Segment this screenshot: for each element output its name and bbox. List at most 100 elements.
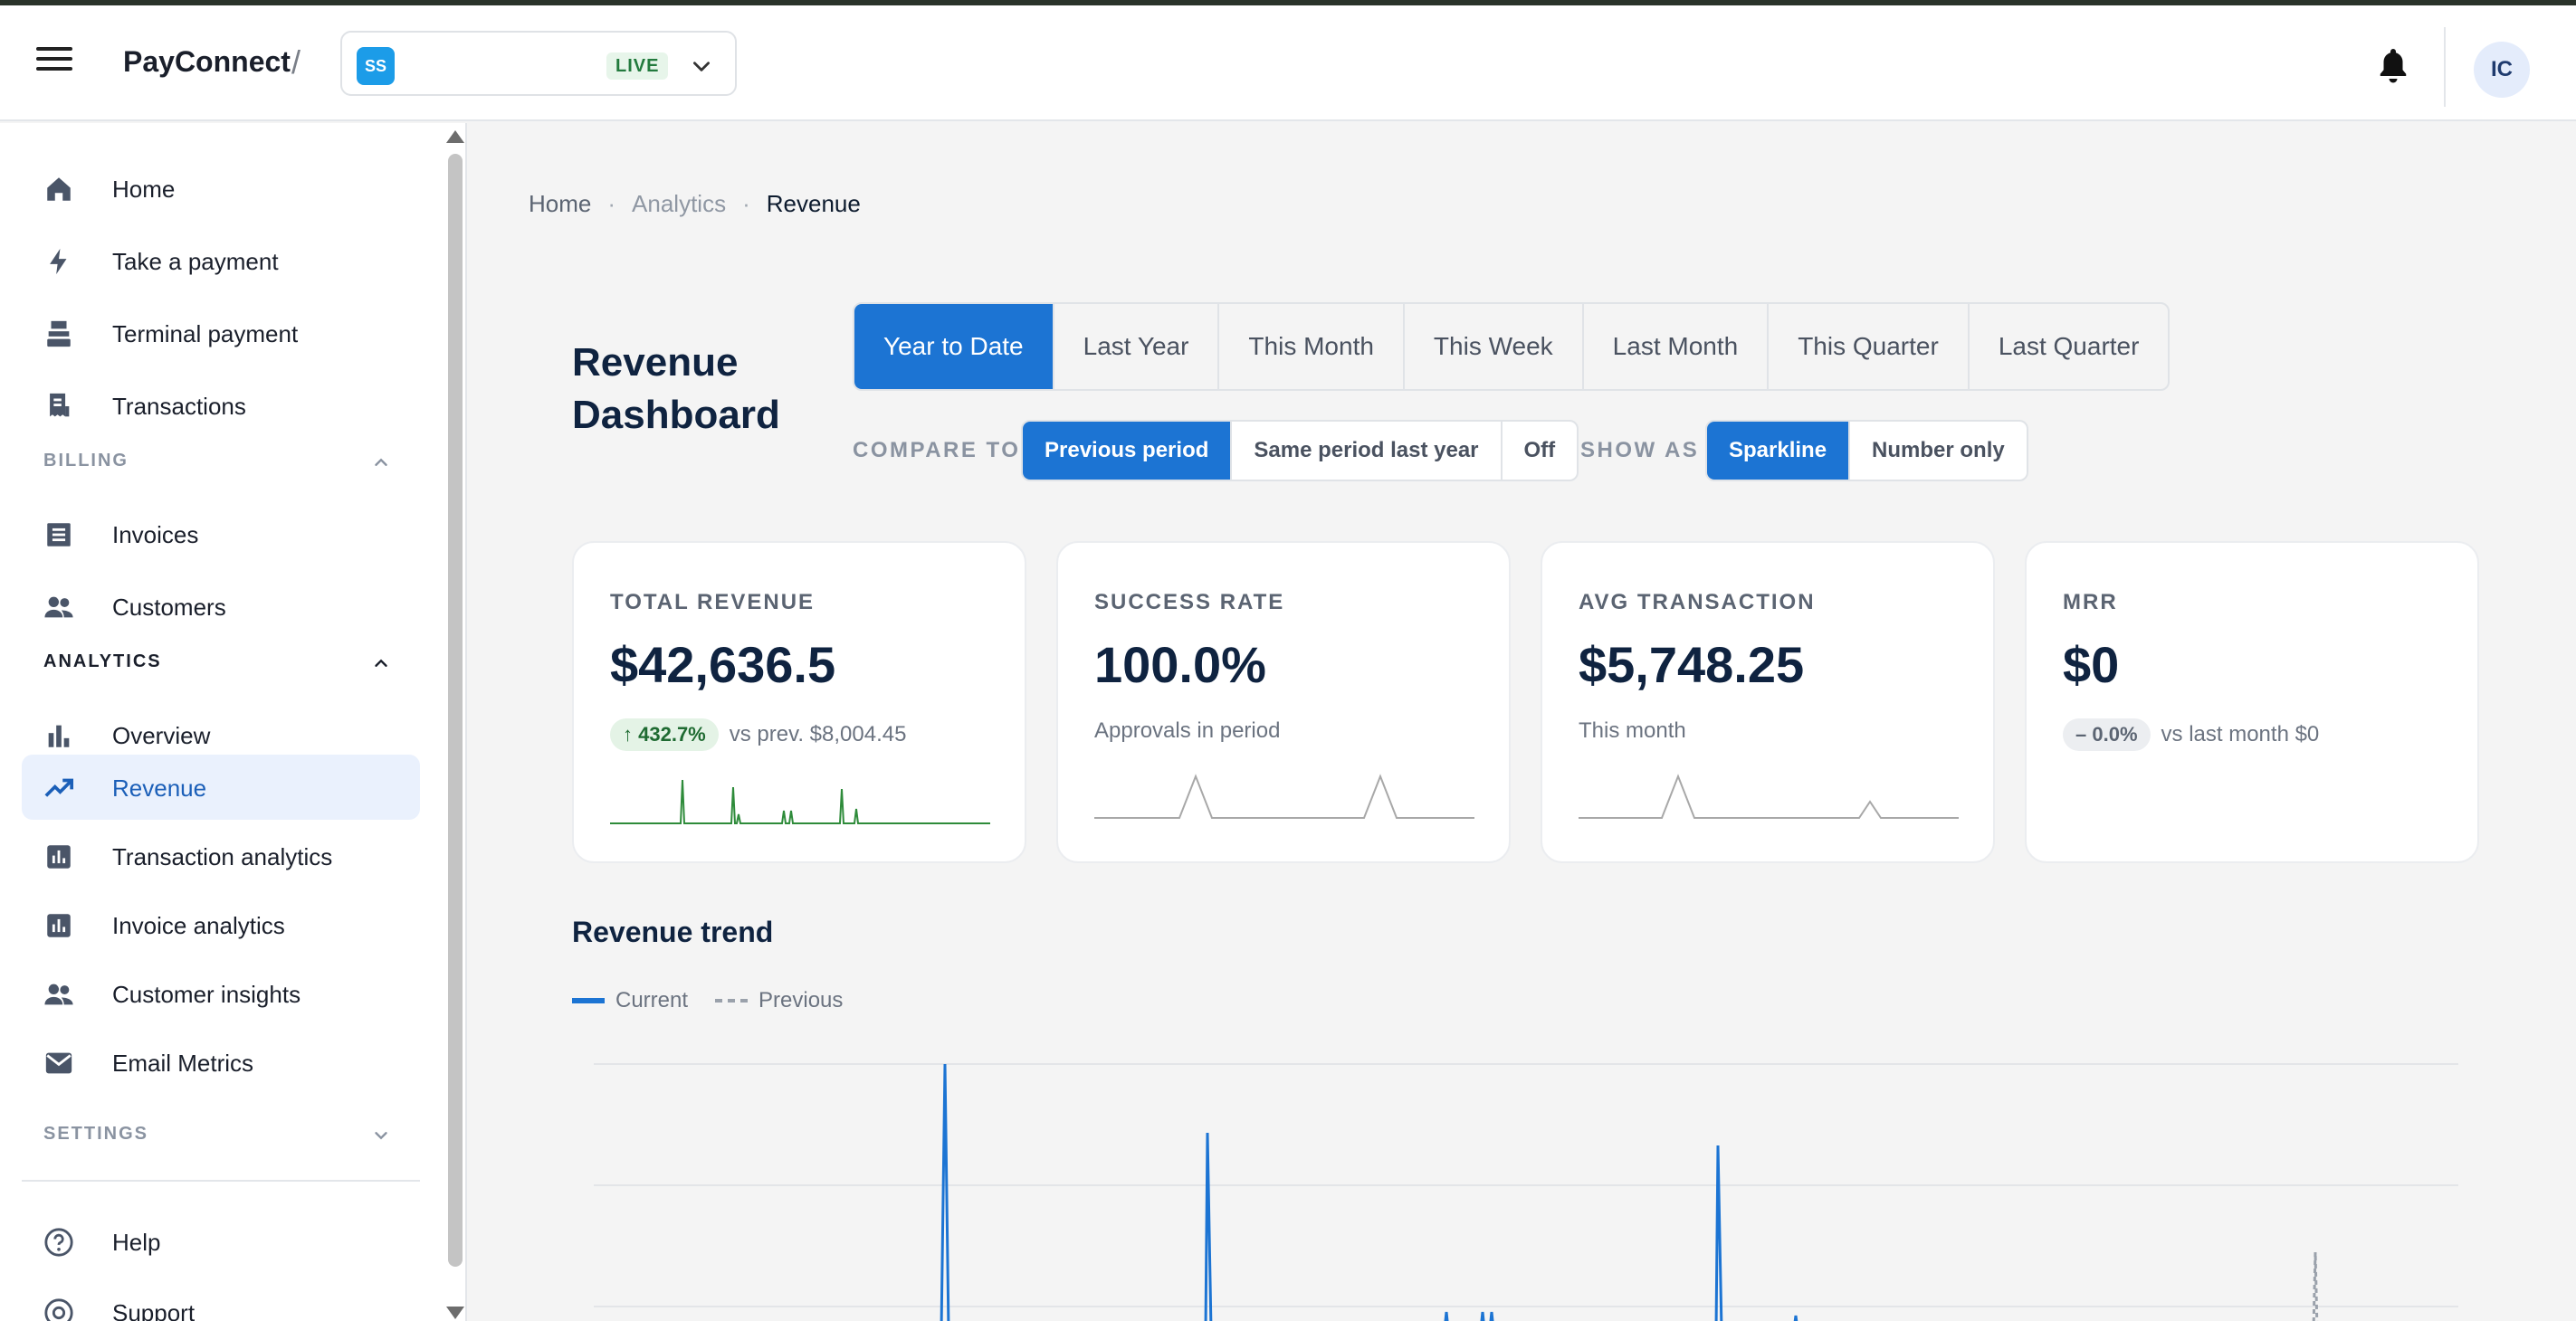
people-icon: [44, 984, 73, 1005]
home-icon: [47, 177, 71, 201]
sidebar-item-label: Help: [112, 1229, 161, 1256]
sidebar-item-customers[interactable]: Customers: [22, 574, 420, 639]
account-switcher[interactable]: SS LIVE: [340, 31, 737, 96]
card-success-rate: SUCCESS RATE 100.0% Approvals in period: [1056, 541, 1511, 863]
account-avatar: SS: [357, 47, 395, 85]
option-sparkline[interactable]: Sparkline: [1707, 422, 1851, 480]
top-accent-line: [0, 0, 2576, 5]
card-value: $42,636.5: [610, 636, 836, 693]
sidebar-item-customer-insights[interactable]: Customer insights: [22, 961, 420, 1026]
breadcrumb-separator: ·: [607, 190, 616, 217]
scroll-up-arrow-icon[interactable]: [446, 130, 464, 143]
sparkline-avg-transaction: [1579, 774, 1959, 819]
breadcrumb-analytics[interactable]: Analytics: [632, 190, 727, 217]
trending-up-icon: [44, 778, 74, 797]
menu-icon[interactable]: [36, 47, 72, 74]
section-billing[interactable]: BILLING: [43, 451, 405, 478]
sidebar-item-email-metrics[interactable]: Email Metrics: [22, 1030, 420, 1095]
sidebar-item-label: Home: [112, 176, 176, 203]
compare-to-label: COMPARE TO: [853, 438, 1021, 462]
option-last-quarter[interactable]: Last Quarter: [1998, 332, 2140, 360]
sidebar-item-help[interactable]: Help: [22, 1209, 420, 1274]
sidebar-item-invoice-analytics[interactable]: Invoice analytics: [22, 892, 420, 957]
show-as-label: SHOW AS: [1580, 438, 1700, 462]
chart-box-icon: [47, 845, 71, 869]
sidebar-item-invoices[interactable]: Invoices: [22, 501, 420, 566]
option-same-period-last-year[interactable]: Same period last year: [1232, 422, 1503, 480]
option-this-month[interactable]: This Month: [1219, 304, 1405, 389]
section-title: BILLING: [43, 451, 129, 470]
help-icon: [44, 1228, 73, 1257]
sidebar-item-label: Support: [112, 1299, 196, 1321]
sidebar-item-support[interactable]: Support: [22, 1279, 420, 1321]
sidebar-item-terminal-payment[interactable]: Terminal payment: [22, 300, 420, 366]
previous-series-line: [2312, 1251, 2319, 1321]
bolt-icon: [50, 248, 67, 275]
option-previous-period[interactable]: Previous period: [1023, 422, 1233, 480]
card-title: TOTAL REVENUE: [610, 590, 816, 614]
sidebar-item-label: Overview: [112, 722, 211, 749]
mail-icon: [45, 1052, 72, 1074]
chevron-up-icon: [375, 458, 387, 466]
breadcrumb: Home · Analytics · Revenue: [529, 190, 861, 218]
section-analytics[interactable]: ANALYTICS: [43, 651, 405, 679]
chevron-down-icon: [693, 62, 710, 71]
bar-chart-icon: [48, 725, 70, 747]
user-avatar[interactable]: IC: [2474, 42, 2530, 98]
card-title: MRR: [2063, 590, 2118, 614]
option-year-to-date[interactable]: Year to Date: [854, 304, 1054, 389]
option-number-only[interactable]: Number only: [1872, 438, 2005, 462]
sidebar-item-revenue[interactable]: Revenue: [22, 755, 420, 820]
sparkline-total-revenue: [610, 779, 990, 824]
option-off[interactable]: Off: [1523, 438, 1556, 462]
dash-icon: –: [2075, 723, 2087, 746]
card-subtext: vs prev. $8,004.45: [729, 722, 907, 746]
chevron-down-icon: [375, 1132, 387, 1140]
notification-bell-icon[interactable]: [2377, 45, 2409, 85]
sidebar-item-label: Take a payment: [112, 248, 279, 275]
change-badge: ↑ 432.7%: [610, 718, 719, 751]
chart-box-icon: [47, 914, 71, 937]
compare-toggle: Previous period Same period last year Off: [1021, 420, 1579, 481]
option-last-year[interactable]: Last Year: [1054, 304, 1220, 389]
chevron-up-icon: [375, 659, 387, 667]
show-as-toggle: Sparkline Number only: [1705, 420, 2028, 481]
scroll-down-arrow-icon[interactable]: [446, 1307, 464, 1319]
sidebar-item-transaction-analytics[interactable]: Transaction analytics: [22, 823, 420, 889]
sidebar: Home Take a payment Terminal payment Tra…: [0, 123, 467, 1321]
card-subtext: Approvals in period: [1094, 718, 1281, 743]
sidebar-item-transactions[interactable]: Transactions: [22, 373, 420, 438]
option-this-week[interactable]: This Week: [1405, 304, 1584, 389]
section-title: SETTINGS: [43, 1124, 149, 1144]
support-icon: [44, 1298, 73, 1321]
header-divider: [2444, 27, 2446, 107]
card-mrr: MRR $0 – 0.0% vs last month $0: [2025, 541, 2479, 863]
period-selector: Year to Date Last Year This Month This Week…: [853, 302, 2171, 391]
breadcrumb-home[interactable]: Home: [529, 190, 592, 217]
sidebar-scrollbar[interactable]: [448, 154, 463, 1267]
section-settings[interactable]: SETTINGS: [43, 1124, 405, 1151]
sidebar-item-home[interactable]: Home: [22, 156, 420, 221]
sidebar-item-label: Invoice analytics: [112, 912, 285, 939]
sidebar-item-label: Revenue: [112, 775, 207, 802]
chart-legend: Current Previous: [572, 988, 870, 1013]
sidebar-item-label: Customers: [112, 594, 226, 621]
people-icon: [44, 596, 73, 618]
card-value: $0: [2063, 636, 2120, 693]
card-subtext: vs last month $0: [2161, 722, 2320, 746]
breadcrumb-current: Revenue: [766, 190, 861, 217]
sidebar-item-label: Invoices: [112, 521, 199, 548]
brand-separator: /: [291, 43, 301, 81]
card-total-revenue: TOTAL REVENUE $42,636.5 ↑ 432.7% vs prev.…: [572, 541, 1026, 863]
section-title: ANALYTICS: [43, 651, 162, 671]
sidebar-item-label: Transactions: [112, 393, 246, 420]
legend-previous: Previous: [715, 988, 843, 1013]
current-series-line: [940, 1063, 1798, 1321]
sidebar-item-take-payment[interactable]: Take a payment: [22, 228, 420, 293]
option-this-quarter[interactable]: This Quarter: [1769, 304, 1970, 389]
section-title: Revenue trend: [572, 916, 774, 948]
live-mode-badge: LIVE: [606, 52, 669, 80]
option-last-month[interactable]: Last Month: [1584, 304, 1770, 389]
card-comparison: ↑ 432.7% vs prev. $8,004.45: [610, 718, 906, 751]
sidebar-item-overview[interactable]: Overview: [22, 702, 420, 767]
